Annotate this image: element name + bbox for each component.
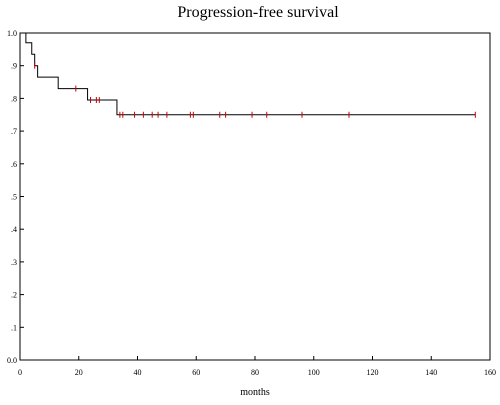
y-tick-label-5: .5 bbox=[11, 193, 17, 202]
censor-marks bbox=[34, 62, 476, 118]
x-tick-label-20: 20 bbox=[75, 368, 83, 377]
x-tick-label-0: 0 bbox=[18, 368, 22, 377]
survival-curve bbox=[20, 32, 476, 116]
survival-step-line bbox=[20, 32, 476, 116]
x-tick-label-140: 140 bbox=[425, 368, 437, 377]
y-tick-label-10: 1.0 bbox=[7, 29, 17, 38]
y-tick-label-9: .9 bbox=[11, 62, 17, 71]
x-tick-label-160: 160 bbox=[484, 368, 496, 377]
y-tick-label-4: .4 bbox=[11, 225, 17, 234]
x-tick-label-40: 40 bbox=[134, 368, 142, 377]
x-tick-label-60: 60 bbox=[192, 368, 200, 377]
y-tick-label-1: .1 bbox=[11, 323, 17, 332]
y-tick-label-3: .3 bbox=[11, 258, 17, 267]
y-tick-label-7: .7 bbox=[11, 127, 17, 136]
x-tick-label-100: 100 bbox=[308, 368, 320, 377]
x-tick-label-80: 80 bbox=[251, 368, 259, 377]
plot-frame bbox=[19, 32, 491, 361]
x-axis-label: months bbox=[240, 387, 270, 398]
y-tick-label-8: .8 bbox=[11, 94, 17, 103]
y-tick-label-0: 0.0 bbox=[7, 356, 17, 365]
y-tick-label-6: .6 bbox=[11, 160, 17, 169]
axes bbox=[19, 32, 491, 361]
x-tick-label-120: 120 bbox=[367, 368, 379, 377]
y-tick-label-2: .2 bbox=[11, 291, 17, 300]
ticks: 0 20 40 60 80 100 120 140 160 0.0 .1 .2 .3 .4 .5 .6 .7 .8… bbox=[7, 29, 496, 377]
chart-title: Progression-free survival bbox=[177, 4, 339, 21]
